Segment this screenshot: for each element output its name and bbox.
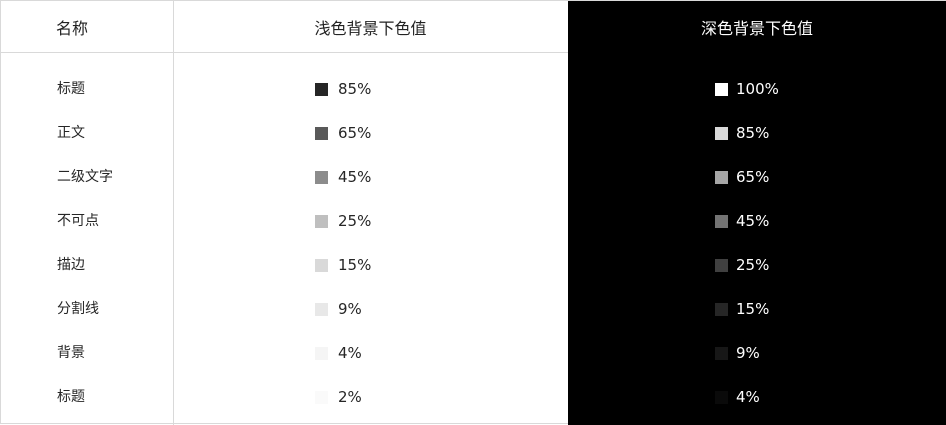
light-value: 25% [338, 212, 372, 230]
light-color-swatch [315, 126, 328, 140]
table-row: 二级文字 45% 65% [1, 155, 946, 199]
header-divider [1, 52, 568, 53]
dark-value-cell: 25% [715, 243, 769, 287]
light-value: 15% [338, 256, 372, 274]
dark-color-swatch [715, 258, 728, 272]
table-row: 描边 15% 25% [1, 243, 946, 287]
dark-value-cell: 85% [715, 111, 769, 155]
column-divider [173, 1, 174, 425]
dark-value-cell: 100% [715, 67, 779, 111]
row-name: 不可点 [57, 213, 99, 229]
light-color-swatch [315, 170, 328, 184]
table-row: 标题 2% 4% [1, 375, 946, 419]
light-color-swatch [315, 214, 328, 228]
row-name: 分割线 [57, 301, 99, 317]
dark-value-cell: 45% [715, 199, 769, 243]
dark-color-swatch [715, 82, 728, 96]
light-value-cell: 65% [315, 111, 371, 155]
light-value: 2% [338, 388, 362, 406]
header-light-values: 浅色背景下色值 [314, 19, 427, 38]
light-value-cell: 85% [315, 67, 371, 111]
dark-value-cell: 15% [715, 287, 769, 331]
light-value-cell: 9% [315, 287, 362, 331]
dark-color-swatch [715, 302, 728, 316]
light-color-swatch [315, 346, 328, 360]
dark-column-background [568, 1, 946, 425]
dark-value: 100% [736, 80, 779, 98]
dark-value-cell: 65% [715, 155, 769, 199]
row-name: 标题 [57, 81, 85, 97]
light-value: 45% [338, 168, 372, 186]
table-body: 标题 85% 100% 正文 65% 85% 二级文字 [1, 67, 946, 419]
dark-color-swatch [715, 390, 728, 404]
table-header: 名称 浅色背景下色值 深色背景下色值 [1, 1, 946, 53]
dark-value-cell: 9% [715, 331, 760, 375]
dark-value: 25% [736, 256, 770, 274]
dark-color-swatch [715, 346, 728, 360]
row-name: 背景 [57, 345, 85, 361]
table-row: 标题 85% 100% [1, 67, 946, 111]
dark-value: 15% [736, 300, 770, 318]
dark-value: 65% [736, 168, 770, 186]
dark-value: 45% [736, 212, 770, 230]
dark-color-swatch [715, 170, 728, 184]
table-row: 背景 4% 9% [1, 331, 946, 375]
row-name: 描边 [57, 257, 85, 273]
light-value: 85% [338, 80, 372, 98]
light-value-cell: 4% [315, 331, 362, 375]
light-value-cell: 45% [315, 155, 371, 199]
light-value-cell: 25% [315, 199, 371, 243]
row-name: 二级文字 [57, 169, 113, 185]
row-name: 正文 [57, 125, 85, 141]
light-color-swatch [315, 82, 328, 96]
light-color-swatch [315, 302, 328, 316]
table-row: 不可点 25% 45% [1, 199, 946, 243]
light-value-cell: 2% [315, 375, 362, 419]
dark-value: 85% [736, 124, 770, 142]
dark-color-swatch [715, 214, 728, 228]
light-color-swatch [315, 258, 328, 272]
dark-color-swatch [715, 126, 728, 140]
dark-value: 9% [736, 344, 760, 362]
light-value-cell: 15% [315, 243, 371, 287]
dark-value: 4% [736, 388, 760, 406]
light-value: 4% [338, 344, 362, 362]
table-row: 正文 65% 85% [1, 111, 946, 155]
light-value: 9% [338, 300, 362, 318]
header-dark-values: 深色背景下色值 [700, 19, 813, 38]
header-name: 名称 [56, 19, 89, 38]
dark-value-cell: 4% [715, 375, 760, 419]
light-value: 65% [338, 124, 372, 142]
table-row: 分割线 9% 15% [1, 287, 946, 331]
light-color-swatch [315, 390, 328, 404]
row-name: 标题 [57, 389, 85, 405]
